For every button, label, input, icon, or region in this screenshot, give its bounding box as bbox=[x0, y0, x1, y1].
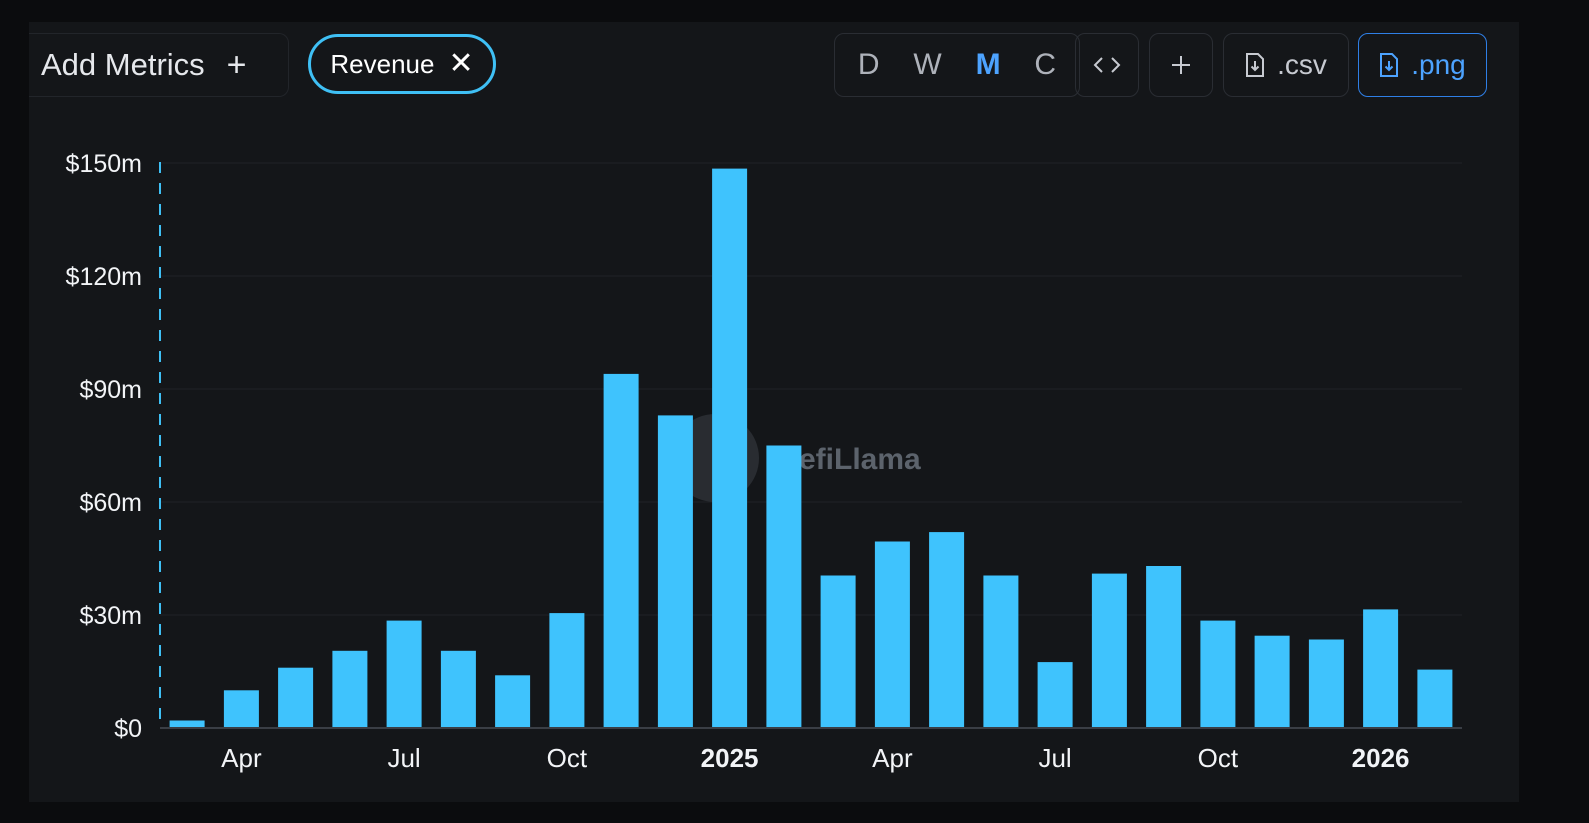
granularity-monthly[interactable]: M bbox=[975, 48, 1001, 81]
bar[interactable] bbox=[386, 620, 422, 728]
bar[interactable] bbox=[657, 415, 693, 728]
revenue-bar-chart: efiLlama $0 $30m $60m $90m $120m $150m Apr Jul… bbox=[66, 150, 1462, 773]
plus-icon bbox=[1172, 56, 1190, 74]
csv-label: .csv bbox=[1277, 49, 1327, 80]
chart-toolbar: Add Metrics + Revenue ✕ D W M C bbox=[29, 22, 1519, 122]
metric-chip-label: Revenue bbox=[330, 48, 435, 79]
x-axis: Apr Jul Oct 2025 Apr Jul Oct 2026 bbox=[221, 743, 1409, 773]
granularity-cumulative[interactable]: C bbox=[1034, 48, 1057, 81]
add-metrics-button[interactable]: Add Metrics + bbox=[29, 33, 289, 97]
bar[interactable] bbox=[1091, 573, 1127, 728]
y-tick-label: $0 bbox=[114, 715, 142, 743]
bar[interactable] bbox=[712, 168, 748, 729]
y-tick-label: $120m bbox=[66, 263, 142, 291]
bar[interactable] bbox=[332, 650, 368, 728]
bar[interactable] bbox=[440, 650, 476, 728]
watermark-text: efiLlama bbox=[799, 443, 921, 476]
bar[interactable] bbox=[603, 373, 639, 728]
x-tick-label: Jul bbox=[1038, 743, 1071, 773]
granularity-selector: D W M C bbox=[834, 33, 1080, 97]
y-tick-label: $30m bbox=[79, 602, 142, 630]
bars bbox=[169, 168, 1453, 729]
x-tick-label: Apr bbox=[872, 743, 913, 773]
download-png-button[interactable]: .png bbox=[1358, 33, 1487, 97]
plus-icon: + bbox=[226, 45, 247, 84]
bar[interactable] bbox=[169, 720, 205, 729]
bar[interactable] bbox=[1146, 566, 1182, 728]
file-download-icon bbox=[1380, 53, 1399, 77]
bar[interactable] bbox=[874, 541, 910, 729]
x-tick-label: Apr bbox=[221, 743, 262, 773]
x-tick-label: Oct bbox=[547, 743, 588, 773]
y-tick-label: $90m bbox=[79, 376, 142, 404]
embed-button[interactable] bbox=[1075, 33, 1139, 97]
bar[interactable] bbox=[549, 613, 585, 728]
add-metrics-label: Add Metrics bbox=[41, 47, 205, 82]
png-label: .png bbox=[1411, 49, 1466, 80]
y-axis: $0 $30m $60m $90m $120m $150m bbox=[66, 150, 142, 743]
metric-chip-revenue[interactable]: Revenue ✕ bbox=[308, 34, 496, 94]
bar[interactable] bbox=[1363, 609, 1399, 728]
grid-lines bbox=[160, 162, 1462, 616]
bar[interactable] bbox=[820, 575, 856, 729]
code-icon bbox=[1093, 57, 1121, 73]
close-icon[interactable]: ✕ bbox=[448, 47, 474, 80]
bar[interactable] bbox=[1308, 639, 1344, 729]
bar[interactable] bbox=[766, 445, 802, 729]
bar[interactable] bbox=[223, 690, 259, 728]
chart-panel: Add Metrics + Revenue ✕ D W M C bbox=[29, 22, 1519, 802]
x-tick-label: 2026 bbox=[1352, 743, 1410, 773]
granularity-weekly[interactable]: W bbox=[913, 48, 942, 81]
bar[interactable] bbox=[1254, 635, 1290, 728]
granularity-daily[interactable]: D bbox=[857, 48, 880, 81]
y-tick-label: $60m bbox=[79, 489, 142, 517]
bar[interactable] bbox=[983, 575, 1019, 729]
add-chart-button[interactable] bbox=[1149, 33, 1213, 97]
bar[interactable] bbox=[929, 532, 965, 728]
bar[interactable] bbox=[495, 675, 531, 728]
bar[interactable] bbox=[278, 667, 314, 728]
file-download-icon bbox=[1246, 53, 1265, 77]
download-csv-button[interactable]: .csv bbox=[1223, 33, 1349, 97]
x-tick-label: Jul bbox=[387, 743, 420, 773]
bar[interactable] bbox=[1037, 662, 1073, 728]
bar[interactable] bbox=[1200, 620, 1236, 728]
bar[interactable] bbox=[1417, 669, 1453, 728]
x-tick-label: 2025 bbox=[701, 743, 759, 773]
y-tick-label: $150m bbox=[66, 150, 142, 178]
x-tick-label: Oct bbox=[1198, 743, 1239, 773]
